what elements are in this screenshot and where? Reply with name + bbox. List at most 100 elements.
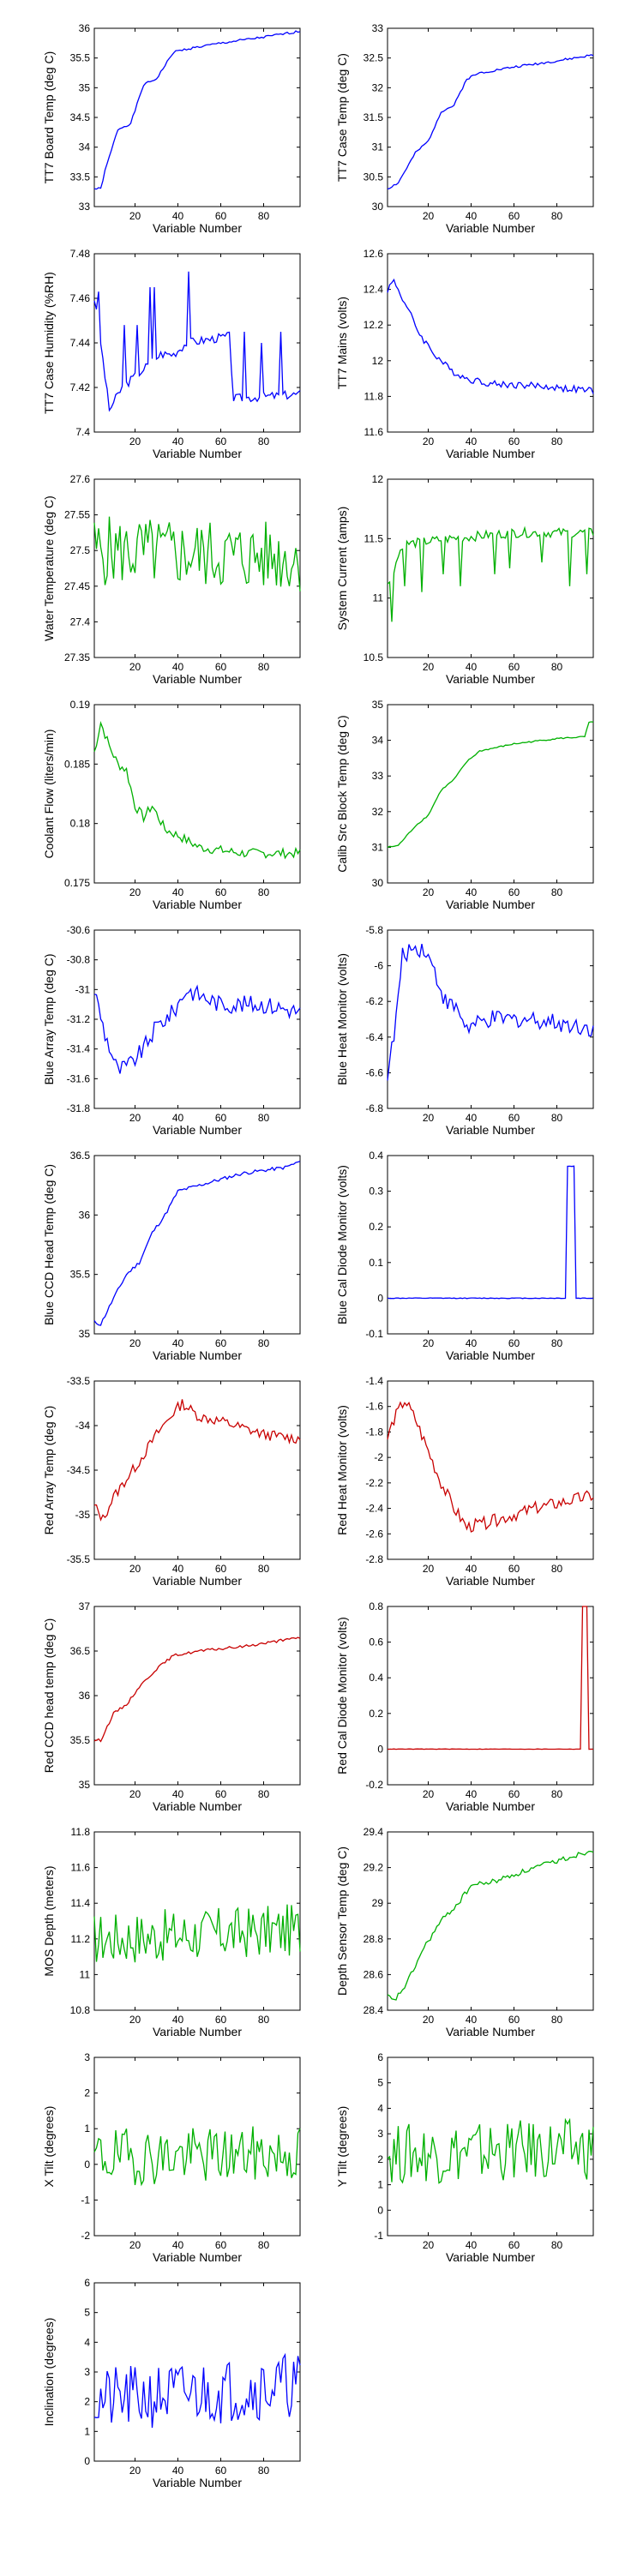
x-axis-label: Variable Number <box>153 1574 242 1588</box>
x-tick-label: 20 <box>129 661 141 673</box>
y-tick-label: 12.4 <box>364 284 384 296</box>
y-tick-label: 0.4 <box>369 1672 383 1684</box>
y-axis-label: Calib Src Block Temp (deg C) <box>335 715 349 872</box>
y-tick-label: -6.6 <box>365 1066 383 1078</box>
x-tick-label: 80 <box>551 1112 563 1124</box>
x-tick-label: 60 <box>215 1563 227 1575</box>
y-tick-label: 0.18 <box>70 818 91 830</box>
y-tick-label: 1 <box>377 2179 383 2191</box>
y-tick-label: 6 <box>377 2051 383 2063</box>
y-tick-label: 31 <box>372 841 384 853</box>
x-axis-label: Variable Number <box>153 672 242 686</box>
y-tick-label: 27.45 <box>64 580 90 592</box>
plot-frame <box>93 1606 301 1786</box>
chart-panel: -35.5 -35 -34.5 -34 -33.5 20 40 60 80 Variable Nu… <box>42 1375 301 1588</box>
x-tick-label: 60 <box>215 2014 227 2026</box>
series-line <box>94 1399 301 1522</box>
y-tick-label: 35 <box>79 1779 91 1791</box>
y-tick-label: 33.5 <box>70 171 91 183</box>
y-tick-label: 32.5 <box>364 52 384 64</box>
y-tick-label: 2 <box>377 2153 383 2165</box>
plot-frame <box>387 1831 594 2011</box>
y-axis-label: MOS Depth (meters) <box>42 1865 56 1976</box>
x-tick-label: 60 <box>508 2014 520 2026</box>
plot-frame <box>93 478 301 658</box>
series-line <box>387 1850 594 2001</box>
y-tick-label: 11.8 <box>364 390 384 402</box>
plot-frame <box>93 253 301 433</box>
x-axis-label: Variable Number <box>446 1799 535 1813</box>
y-tick-label: 35 <box>79 81 91 93</box>
chart-panel: 7.4 7.42 7.44 7.46 7.48 20 40 60 80 Variable Numb… <box>42 248 301 460</box>
x-tick-label: 80 <box>551 2014 563 2026</box>
y-tick-label: -6 <box>374 960 383 972</box>
y-tick-label: 0.4 <box>369 1150 383 1162</box>
chart-panel: 0 1 2 3 4 5 6 20 40 60 80 Variable Number Inclinatio… <box>42 2277 301 2489</box>
y-tick-label: 27.4 <box>70 615 91 627</box>
y-axis-label: TT7 Mains (volts) <box>335 297 349 389</box>
x-tick-label: 40 <box>172 1788 184 1800</box>
x-tick-label: 40 <box>172 1112 184 1124</box>
x-tick-label: 40 <box>172 1337 184 1349</box>
y-tick-label: -31.4 <box>67 1043 91 1055</box>
series-line <box>387 525 594 622</box>
x-tick-label: 40 <box>466 435 478 447</box>
y-tick-label: 33 <box>79 201 91 213</box>
x-tick-label: 20 <box>423 2014 435 2026</box>
y-tick-label: 35 <box>79 1328 91 1340</box>
x-tick-label: 40 <box>466 1563 478 1575</box>
y-tick-label: 2 <box>84 2087 90 2099</box>
y-axis-label: System Current (amps) <box>335 507 349 631</box>
y-tick-label: -1 <box>374 2230 383 2242</box>
x-axis-label: Variable Number <box>446 898 535 911</box>
y-axis-label: Inclination (degrees) <box>42 2318 56 2427</box>
y-tick-label: 30 <box>372 877 384 889</box>
y-tick-label: 0.175 <box>64 877 90 889</box>
y-tick-label: -30.8 <box>67 954 91 966</box>
chart-panel: 35 35.5 36 36.5 37 20 40 60 80 Variable Number Red… <box>42 1600 301 1813</box>
x-tick-label: 20 <box>423 210 435 222</box>
series-line <box>387 1606 593 1750</box>
y-tick-label: 1 <box>84 2425 90 2437</box>
y-tick-label: 4 <box>377 2102 383 2114</box>
y-tick-label: -2.2 <box>365 1477 383 1489</box>
x-axis-label: Variable Number <box>446 221 535 235</box>
x-tick-label: 20 <box>129 2239 141 2251</box>
x-tick-label: 40 <box>172 661 184 673</box>
y-tick-label: 35.5 <box>70 1269 91 1281</box>
x-tick-label: 20 <box>129 2014 141 2026</box>
plot-frame <box>93 1380 301 1560</box>
chart-panel: -31.8 -31.6 -31.4 -31.2 -31 -30.8 -30.6 20 40 60 8… <box>42 924 301 1137</box>
y-tick-label: 34 <box>372 735 384 747</box>
x-tick-label: 60 <box>215 435 227 447</box>
y-tick-label: 0.2 <box>369 1708 383 1720</box>
plot-frame <box>387 478 594 658</box>
x-tick-label: 40 <box>172 2465 184 2477</box>
y-tick-label: -34 <box>75 1420 91 1432</box>
y-tick-label: 36.5 <box>70 1645 91 1657</box>
series-line <box>387 278 594 394</box>
plot-frame <box>387 929 594 1109</box>
y-tick-label: -1.4 <box>365 1375 383 1387</box>
y-axis-label: Red Heat Monitor (volts) <box>335 1405 349 1535</box>
y-tick-label: -33.5 <box>67 1375 91 1387</box>
series-line <box>387 54 594 190</box>
x-tick-label: 80 <box>551 435 563 447</box>
x-tick-label: 20 <box>129 435 141 447</box>
y-axis-label: Depth Sensor Temp (deg C) <box>335 1846 349 1996</box>
x-tick-label: 40 <box>466 1112 478 1124</box>
y-tick-label: 35.5 <box>70 1734 91 1746</box>
y-tick-label: 0.8 <box>369 1600 383 1612</box>
x-tick-label: 80 <box>551 2239 563 2251</box>
x-tick-label: 80 <box>551 661 563 673</box>
x-tick-label: 60 <box>508 1337 520 1349</box>
x-tick-label: 40 <box>466 2014 478 2026</box>
y-tick-label: 31 <box>372 141 384 153</box>
y-axis-label: Red Cal Diode Monitor (volts) <box>335 1617 349 1774</box>
series-line <box>93 271 301 412</box>
y-tick-label: 0.1 <box>369 1257 383 1269</box>
y-tick-label: 11.6 <box>364 426 384 438</box>
y-tick-label: 12.6 <box>364 248 384 260</box>
x-tick-label: 60 <box>508 210 520 222</box>
